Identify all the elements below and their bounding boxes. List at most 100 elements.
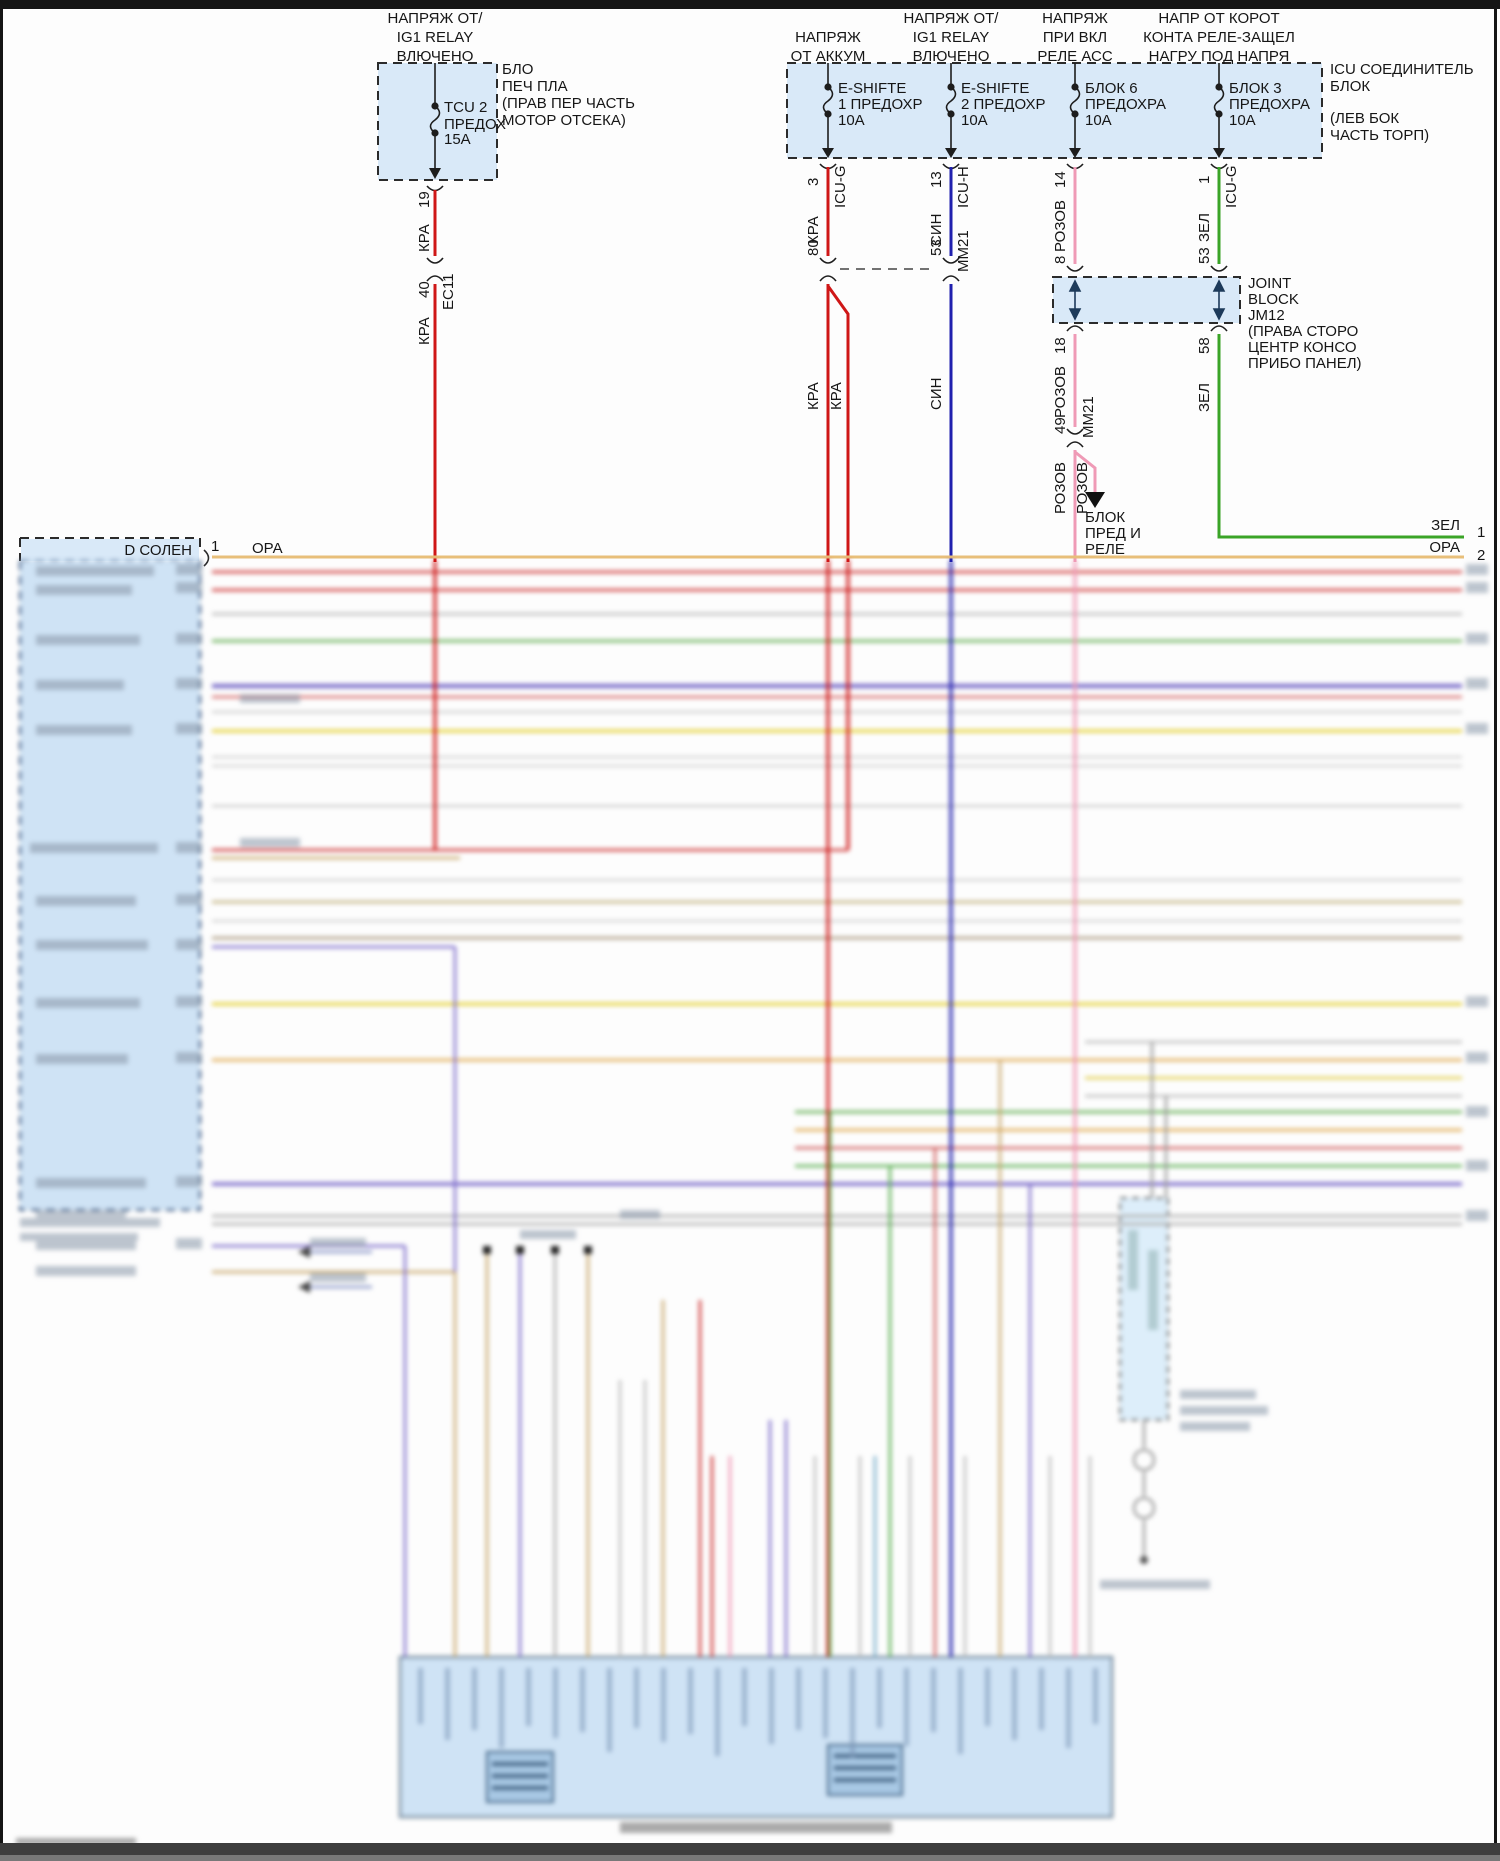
pin-80: 80 <box>805 239 822 256</box>
jm12-label-line5: ЦЕНТР КОНСО <box>1248 339 1357 356</box>
fuse-tcu2-rating: 15A <box>444 131 471 148</box>
jm12-internal-arrows <box>1068 279 1226 321</box>
right-dashed-box <box>1119 1197 1169 1421</box>
fuse-block6-rating: 10A <box>1085 112 1112 129</box>
frame-bottom-bar <box>0 1843 1500 1855</box>
connector-mm21-pink: MM21 <box>1080 396 1097 438</box>
pin-53-green: 53 <box>1196 247 1213 264</box>
power-header-tcu2-line2: IG1 RELAY <box>396 29 474 46</box>
jm12-label-line4: (ПРАВА СТОРО <box>1248 323 1359 340</box>
connector-ec11: EC11 <box>440 273 457 310</box>
icu-box-title-line1: ICU СОЕДИНИТЕЛЬ <box>1330 61 1474 78</box>
connector-icu-g-2: ICU-G <box>1223 165 1240 209</box>
power-header-c4-line1: НАПР ОТ КОРОТ <box>1158 10 1280 27</box>
pin-49: 49 <box>1052 417 1069 434</box>
wire-rozov-label-3: РОЗОВ <box>1052 462 1069 514</box>
power-header-c3-line1: НАПРЯЖ <box>1042 10 1108 27</box>
power-header-c3-line2: ПРИ ВКЛ <box>1042 29 1108 46</box>
left-arrow-stubs <box>298 1246 372 1293</box>
fuse-relay-block-line2: ПРЕД И <box>1085 525 1141 542</box>
fuse-eshifte1-rating: 10A <box>838 112 865 129</box>
pin-19: 19 <box>416 191 433 208</box>
green-wire-block3 <box>1217 167 1464 539</box>
pin-3: 3 <box>805 177 822 186</box>
fuse-block6-type: ПРЕДОХРА <box>1085 96 1166 113</box>
joint-block-jm12-box <box>1052 276 1241 324</box>
pin-13: 13 <box>928 171 945 188</box>
harness-verticals-top <box>433 560 1077 1657</box>
frame-top-border <box>0 0 1500 9</box>
frame-left-border <box>0 0 3 1845</box>
tcm-left-block-top <box>19 537 210 567</box>
wire-kra-label-5: КРА <box>828 382 845 410</box>
fuse-tcu2-type: ПРЕДОХ <box>444 116 506 133</box>
wire-rozov-label-1: РОЗОВ <box>1052 200 1069 252</box>
pin-53-blue: 53 <box>928 239 945 256</box>
connector-mm21-blue: MM21 <box>955 230 972 272</box>
icu-box-location-line2: ЧАСТЬ ТОРП) <box>1330 127 1430 144</box>
left-block-row-d-solenoid: D СОЛЕН <box>124 542 192 559</box>
fuse-block3-name: БЛОК 3 <box>1229 80 1282 97</box>
fuse-block3-type: ПРЕДОХРА <box>1229 96 1310 113</box>
pin-1-right: 1 <box>1477 524 1486 541</box>
pin-58: 58 <box>1196 337 1213 354</box>
red-wire-eshifte1 <box>826 167 850 562</box>
wire-rozov-label-4: РОЗОВ <box>1074 462 1091 514</box>
power-header-c4-line3: НАГРУ ПОД НАПРЯ <box>1148 48 1290 65</box>
wire-kra-label-4: КРА <box>805 382 822 410</box>
fuse-eshifte2-num: 2 ПРЕДОХР <box>961 96 1046 113</box>
diagram-sharp-lines <box>19 62 1464 567</box>
fuse-exit-arrows <box>429 148 1225 179</box>
jm12-label-line1: JOINT <box>1248 275 1292 292</box>
power-header-c3-line3: РЕЛЕ АСС <box>1037 48 1113 65</box>
pin-40: 40 <box>416 281 433 298</box>
fuse-box-engine-compartment <box>377 62 498 181</box>
pin-18: 18 <box>1052 337 1069 354</box>
frame-bottom-bar-edge <box>0 1855 1500 1861</box>
wire-ora-label-left: ОРА <box>252 540 283 557</box>
fuse-tcu2-name: TCU 2 <box>444 99 488 116</box>
power-header-c2-line2: IG1 RELAY <box>912 29 990 46</box>
power-header-tcu2-line1: НАПРЯЖ ОТ/ <box>387 10 483 27</box>
connector-icu-g-1: ICU-G <box>832 165 849 209</box>
fuse-block3-rating: 10A <box>1229 112 1256 129</box>
fuse-block6-name: БЛОК 6 <box>1085 80 1138 97</box>
fuse-eshifte1-name: E-SHIFTE <box>838 80 907 97</box>
right-component-chain <box>1132 1042 1168 1564</box>
icu-junction-box <box>786 62 1323 159</box>
fuse-relay-block-arrow <box>1085 492 1105 508</box>
power-header-c1-line2: ОТ АККУМ <box>790 48 866 65</box>
engine-box-location-line4: МОТОР ОТСЕКА) <box>502 112 626 129</box>
tcm-bottom-block <box>398 1655 1114 1819</box>
icu-box-location-line1: (ЛЕВ БОК <box>1330 110 1400 127</box>
fuse-relay-block-line3: РЕЛЕ <box>1085 541 1125 558</box>
engine-box-location-line1: БЛО <box>502 61 534 78</box>
harness-verticals-bottom <box>403 1060 1092 1657</box>
text-smudges <box>16 564 1488 1845</box>
wire-sin-label-2: СИН <box>928 377 945 410</box>
wire-zel-label-2: ЗЕЛ <box>1196 383 1213 412</box>
pin-1-left: 1 <box>211 538 220 555</box>
power-header-c2-line1: НАПРЯЖ ОТ/ <box>903 10 999 27</box>
pin-1-green: 1 <box>1196 175 1213 184</box>
wire-kra-label-2: КРА <box>416 317 433 345</box>
engine-box-location-line3: (ПРАВ ПЕР ЧАСТЬ <box>502 95 635 112</box>
pin-2-right: 2 <box>1477 547 1486 564</box>
jm12-label-line3: JM12 <box>1248 307 1285 324</box>
bottom-block-pin-smudges <box>418 1668 1098 1758</box>
pink-wire-block6 <box>1073 167 1097 562</box>
tcm-left-block <box>19 560 201 1211</box>
frame-right-border <box>1494 0 1497 1845</box>
engine-box-location-line2: ПЕЧ ПЛА <box>502 78 568 95</box>
jm12-label-line6: ПРИБО ПАНЕЛ) <box>1248 355 1362 372</box>
pin-8: 8 <box>1052 255 1069 264</box>
wire-kra-label-1: КРА <box>416 224 433 252</box>
power-header-c2-line3: ВЛЮЧЕНО <box>912 48 990 65</box>
blurred-lower-section <box>0 560 1500 1845</box>
harness-rows <box>212 570 1462 1274</box>
fuse-eshifte2-rating: 10A <box>961 112 988 129</box>
power-header-c4-line2: КОНТА РЕЛЕ-ЗАЩЕЛ <box>1143 29 1295 46</box>
wire-rozov-label-2: РОЗОВ <box>1052 366 1069 418</box>
pin-14: 14 <box>1052 171 1069 188</box>
power-header-c1-line1: НАПРЯЖ <box>795 29 861 46</box>
